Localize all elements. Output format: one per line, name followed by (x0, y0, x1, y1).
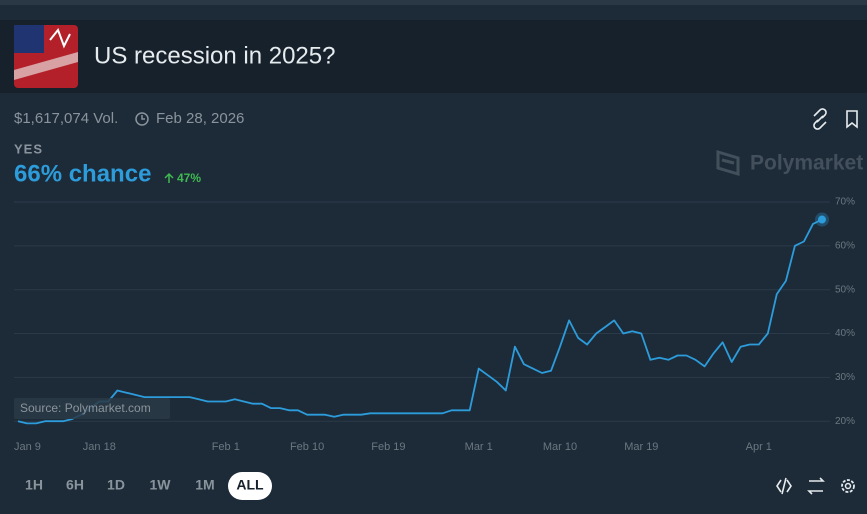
market-icon (14, 25, 78, 88)
source: Source: Polymarket.com (20, 401, 151, 415)
range-button[interactable]: 1W (150, 477, 172, 493)
range-selected-bg (228, 472, 272, 500)
watermark-logo (716, 149, 740, 177)
bookmark-button[interactable] (846, 110, 858, 129)
header-band (0, 20, 867, 93)
range-button[interactable]: 1H (25, 477, 43, 493)
x-tick-label: Feb 1 (212, 441, 240, 453)
link-button[interactable] (813, 108, 827, 130)
y-tick-label: 50% (835, 284, 855, 295)
y-tick-label: 20% (835, 416, 855, 427)
change: 47% (177, 171, 201, 185)
y-tick-label: 60% (835, 240, 855, 251)
range-button[interactable]: 6H (66, 477, 84, 493)
x-tick-label: Feb 19 (371, 441, 405, 453)
market-title: US recession in 2025? (94, 42, 335, 69)
x-tick-label: Jan 9 (14, 441, 41, 453)
chance: 66% chance (14, 160, 151, 187)
x-tick-label: Mar 1 (465, 441, 493, 453)
settings-button[interactable] (841, 479, 855, 493)
up-arrow (164, 172, 174, 183)
volume: $1,617,074 Vol. (14, 110, 118, 127)
embed-button[interactable] (776, 477, 792, 495)
range-button[interactable]: ALL (236, 477, 264, 493)
y-tick-label: 70% (835, 197, 855, 208)
x-tick-label: Mar 10 (543, 441, 577, 453)
source-box (14, 398, 170, 419)
range-button[interactable]: 1D (107, 477, 125, 493)
x-tick-label: Jan 18 (83, 441, 116, 453)
x-tick-label: Feb 10 (290, 441, 324, 453)
x-tick-label: Apr 1 (746, 441, 772, 453)
clock-icon (135, 112, 149, 126)
y-tick-label: 30% (835, 372, 855, 383)
top-strip (0, 0, 867, 5)
end-date: Feb 28, 2026 (156, 110, 244, 127)
last-point (818, 215, 826, 224)
x-tick-label: Mar 19 (624, 441, 658, 453)
watermark: Polymarket (750, 152, 863, 175)
y-tick-label: 40% (835, 328, 855, 339)
outcome-label: YES (14, 141, 43, 156)
price-line (17, 218, 823, 425)
swap-button[interactable] (807, 477, 825, 495)
range-button[interactable]: 1M (195, 477, 214, 493)
